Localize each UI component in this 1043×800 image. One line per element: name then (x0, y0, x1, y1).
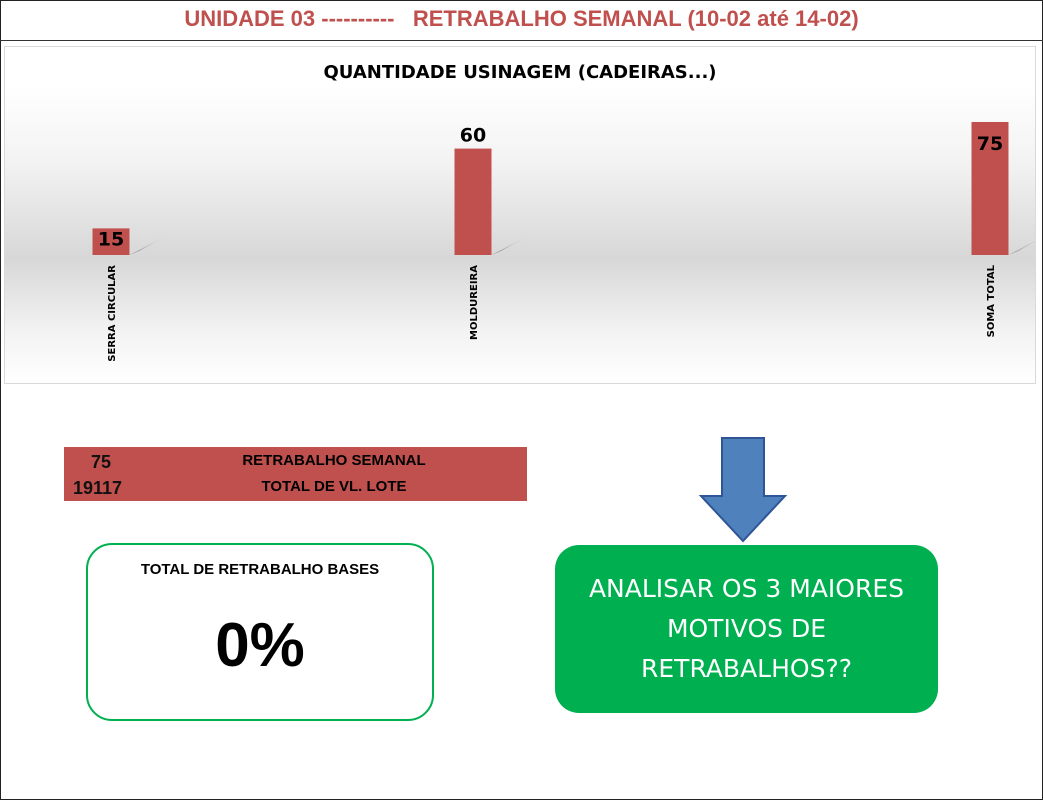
summary-row-weekly: 75 RETRABALHO SEMANAL (64, 447, 527, 474)
lote-total-value: 19117 (73, 478, 123, 498)
total-rework-value: 0% (215, 611, 305, 680)
lote-total-label: TOTAL DE VL. LOTE (261, 478, 407, 495)
category-label: MOLDUREIRA (469, 265, 480, 340)
bar-shadow (491, 235, 530, 255)
bar-serra-circular (92, 228, 130, 255)
chart-panel: QUANTIDADE USINAGEM (CADEIRAS...) 15 SERR… (4, 46, 1036, 384)
category-label: SERRA CIRCULAR (107, 265, 118, 362)
arrow-down-icon (698, 437, 788, 543)
total-rework-label: TOTAL DE RETRABALHO BASES (140, 561, 380, 578)
title-divider (0, 40, 1043, 41)
category-label: SOMA TOTAL (986, 264, 997, 337)
analyze-callout: ANALISAR OS 3 MAIORES MOTIVOS DE RETRABA… (555, 545, 938, 713)
total-rework-card: TOTAL DE RETRABALHO BASES 0% (86, 543, 434, 721)
bar-moldureira (454, 148, 492, 255)
bar-soma-total (971, 122, 1009, 255)
data-label: 60 (460, 125, 486, 147)
bar-chart: 15 SERRA CIRCULAR 60 MOLDUREIRA 75 SOMA TOTAL (92, 122, 1035, 362)
page-title: UNIDADE 03 ---------- RETRABALHO SEMANAL… (184, 6, 859, 31)
data-label: 75 (977, 133, 1003, 155)
bar-shadow (129, 235, 168, 255)
weekly-rework-value: 75 (91, 452, 112, 472)
chart-title: QUANTIDADE USINAGEM (CADEIRAS...) (323, 62, 717, 83)
summary-bar: 75 RETRABALHO SEMANAL 19117 TOTAL DE VL.… (64, 447, 527, 501)
data-label: 15 (98, 228, 124, 250)
summary-row-lote: 19117 TOTAL DE VL. LOTE (64, 474, 527, 501)
weekly-rework-label: RETRABALHO SEMANAL (242, 452, 426, 469)
analyze-callout-text: ANALISAR OS 3 MAIORES MOTIVOS DE RETRABA… (588, 574, 905, 683)
bar-shadow (1008, 241, 1035, 255)
